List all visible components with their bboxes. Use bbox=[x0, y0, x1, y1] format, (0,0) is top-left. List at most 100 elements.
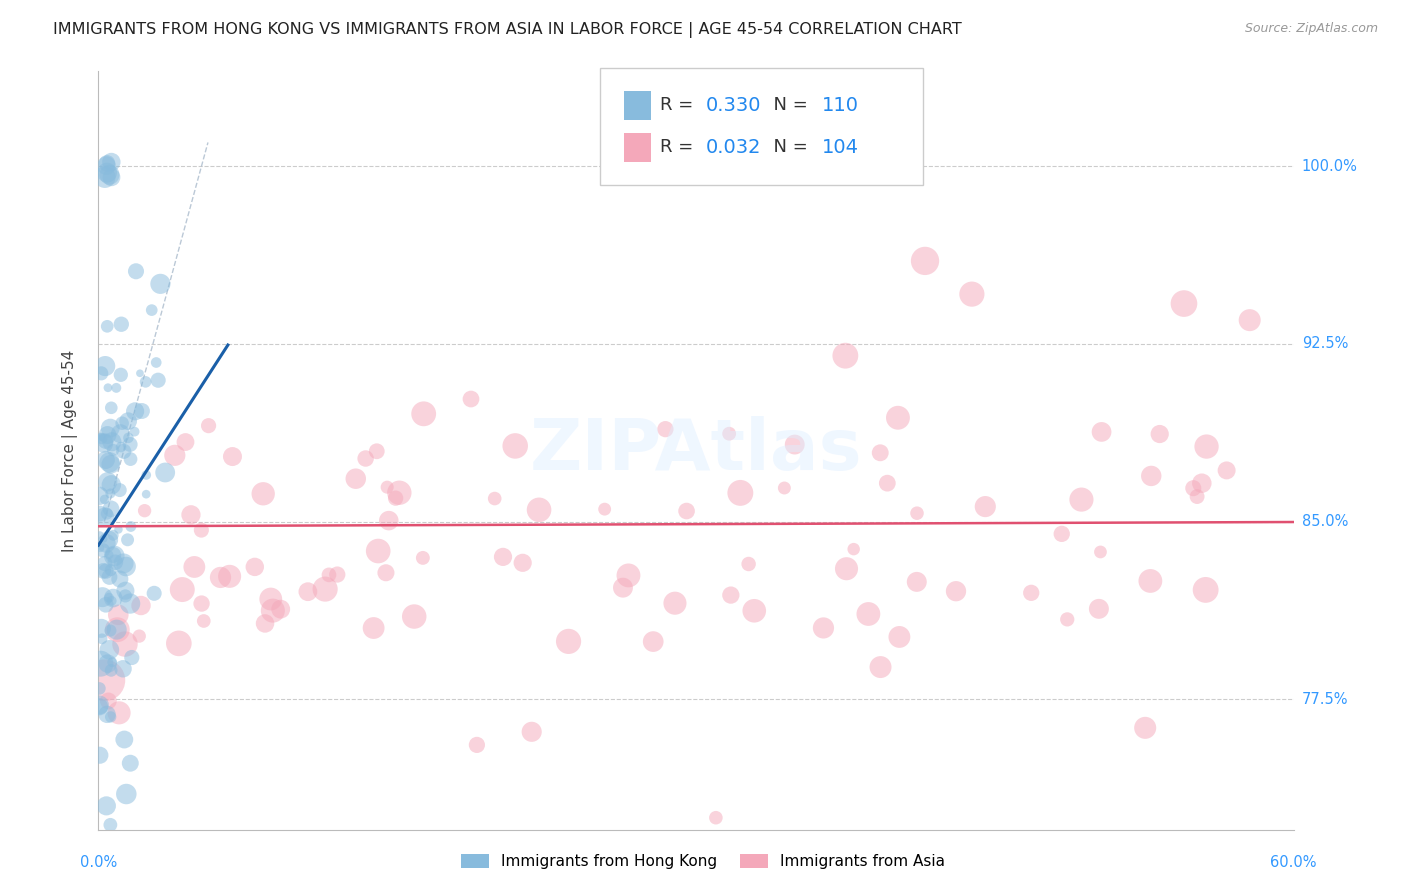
Point bbox=[145, 355, 167, 369]
Point bbox=[89, 699, 111, 714]
Point bbox=[1019, 586, 1042, 600]
Point bbox=[97, 657, 120, 671]
Point bbox=[404, 609, 426, 624]
Point bbox=[120, 597, 142, 611]
Point bbox=[90, 621, 112, 635]
Point bbox=[96, 707, 118, 722]
Point bbox=[193, 614, 215, 628]
Point bbox=[89, 507, 111, 521]
Text: Source: ZipAtlas.com: Source: ZipAtlas.com bbox=[1244, 22, 1378, 36]
Point bbox=[121, 650, 143, 665]
Point bbox=[557, 634, 579, 648]
Point bbox=[111, 416, 134, 430]
Point bbox=[108, 706, 131, 720]
Point bbox=[1090, 545, 1112, 559]
Point bbox=[366, 444, 388, 458]
Point bbox=[260, 592, 283, 607]
Point bbox=[94, 557, 117, 571]
Point bbox=[1050, 526, 1073, 541]
Point bbox=[91, 590, 114, 604]
Text: R =: R = bbox=[661, 138, 699, 156]
Point bbox=[108, 572, 131, 586]
Point bbox=[96, 166, 118, 180]
Point bbox=[89, 748, 111, 763]
Point bbox=[737, 557, 759, 571]
Point bbox=[905, 574, 928, 589]
Point bbox=[643, 634, 665, 648]
Point bbox=[664, 596, 686, 610]
Point bbox=[512, 556, 534, 570]
Point bbox=[96, 428, 118, 442]
Point bbox=[100, 594, 122, 608]
Point bbox=[654, 422, 676, 436]
Point bbox=[103, 549, 125, 563]
Point bbox=[720, 588, 742, 602]
Point bbox=[91, 543, 114, 558]
Point bbox=[484, 491, 506, 506]
Point bbox=[218, 569, 240, 583]
Point bbox=[93, 436, 115, 450]
Point bbox=[197, 418, 219, 433]
Point bbox=[115, 559, 138, 574]
Point bbox=[297, 584, 319, 599]
Point bbox=[107, 523, 129, 537]
Point bbox=[520, 724, 543, 739]
Point bbox=[100, 155, 122, 169]
Point bbox=[134, 504, 156, 518]
Point bbox=[718, 426, 741, 441]
Point bbox=[945, 584, 967, 599]
Point bbox=[90, 367, 112, 381]
Point bbox=[1191, 476, 1213, 491]
Point bbox=[974, 500, 997, 514]
Point bbox=[94, 434, 117, 449]
Point bbox=[503, 439, 526, 453]
Point bbox=[100, 486, 122, 500]
Point bbox=[89, 657, 111, 671]
Point bbox=[1239, 313, 1261, 327]
Point bbox=[887, 410, 910, 425]
Point bbox=[363, 621, 385, 635]
Point bbox=[98, 818, 122, 832]
Point bbox=[94, 510, 117, 524]
Point bbox=[131, 404, 153, 418]
Point bbox=[742, 604, 765, 618]
Point bbox=[492, 549, 515, 564]
Point bbox=[172, 582, 194, 597]
Point bbox=[101, 548, 124, 562]
Point bbox=[100, 478, 122, 492]
Point bbox=[91, 632, 114, 646]
Point bbox=[270, 602, 292, 616]
Point bbox=[96, 319, 118, 334]
Point bbox=[135, 468, 157, 483]
Point bbox=[960, 287, 983, 301]
Text: 100.0%: 100.0% bbox=[1302, 159, 1358, 174]
Point bbox=[89, 489, 111, 503]
Point bbox=[98, 570, 121, 584]
Point bbox=[375, 480, 398, 494]
Point bbox=[114, 589, 136, 603]
Point bbox=[905, 506, 928, 520]
Point bbox=[120, 452, 142, 467]
Point bbox=[101, 442, 124, 457]
Point bbox=[90, 432, 112, 446]
Text: 60.0%: 60.0% bbox=[1270, 855, 1317, 870]
Point bbox=[91, 564, 114, 578]
Point bbox=[1088, 602, 1111, 616]
Point bbox=[107, 607, 129, 622]
Text: 0.032: 0.032 bbox=[706, 137, 761, 157]
Point bbox=[914, 253, 936, 268]
Point bbox=[183, 560, 205, 574]
Point bbox=[93, 492, 115, 507]
Point bbox=[108, 483, 131, 497]
Point bbox=[115, 787, 138, 801]
Point bbox=[412, 407, 434, 421]
Point bbox=[110, 426, 132, 441]
Point bbox=[129, 366, 152, 380]
Point bbox=[149, 277, 172, 291]
Point bbox=[388, 485, 411, 500]
Text: 77.5%: 77.5% bbox=[1302, 691, 1348, 706]
Point bbox=[344, 472, 367, 486]
Point bbox=[98, 168, 121, 182]
Point bbox=[221, 450, 243, 464]
Point bbox=[105, 623, 128, 637]
